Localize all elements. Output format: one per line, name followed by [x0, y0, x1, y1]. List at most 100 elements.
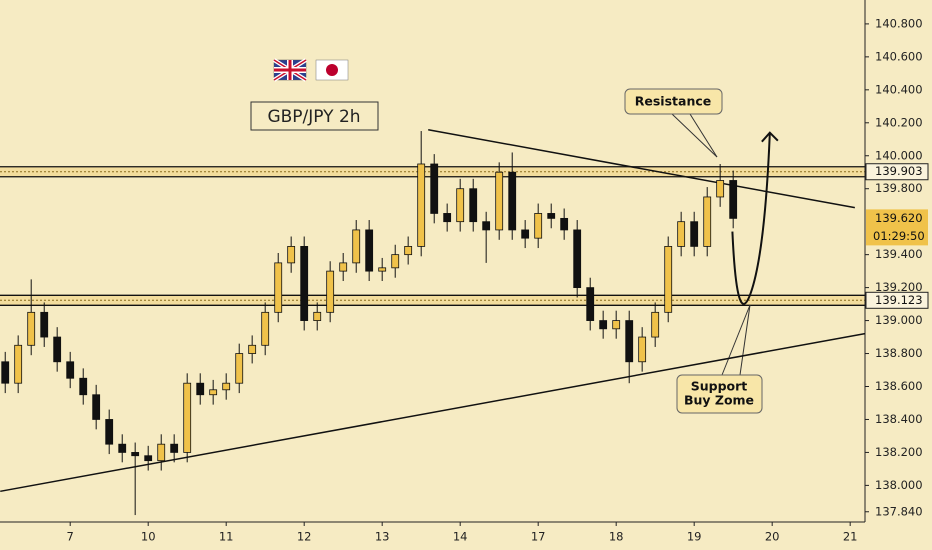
x-tick-label: 17: [531, 530, 546, 544]
candle-body: [183, 382, 192, 453]
y-tick-label: 138.800: [875, 346, 923, 360]
candle-body: [560, 217, 569, 231]
candle-body: [417, 163, 426, 247]
candle-body: [118, 443, 127, 453]
annotation: Resistance: [635, 94, 711, 109]
price-tag: [865, 291, 929, 309]
candle-body: [690, 221, 699, 247]
pointer: [739, 304, 751, 376]
price-tag-label: 139.123: [875, 293, 923, 307]
candle-body: [378, 267, 387, 272]
y-tick-label: 140.200: [875, 115, 923, 129]
trendline: [0, 332, 866, 493]
candle-body: [248, 344, 257, 354]
candle-body: [144, 455, 153, 462]
price-tag: [865, 163, 929, 181]
candle-body: [573, 229, 582, 289]
title-box: [250, 101, 379, 131]
candle-body: [729, 180, 738, 219]
candle-body: [664, 246, 673, 313]
x-tick-label: 7: [67, 530, 74, 544]
candle-body: [703, 196, 712, 247]
last-price-tag: [866, 209, 928, 246]
resistance-box: [624, 88, 723, 115]
pointer: [689, 113, 718, 158]
candle-body: [53, 336, 62, 363]
y-tick-label: 139.200: [875, 280, 923, 294]
candle-body: [27, 311, 36, 346]
candle-body: [521, 229, 530, 239]
candle-body: [157, 443, 166, 462]
y-tick-label: 138.600: [875, 379, 923, 393]
candle-body: [612, 320, 621, 330]
candle-body: [430, 163, 439, 214]
candle-body: [586, 287, 595, 321]
candle-body: [677, 221, 686, 247]
flag-uk: [272, 58, 308, 82]
y-tick-label: 140.000: [875, 148, 923, 162]
candle-body: [508, 171, 517, 231]
y-tick-label: 140.800: [875, 16, 923, 30]
pointer: [721, 304, 751, 376]
x-tick-label: 13: [375, 530, 390, 544]
candle-body: [404, 246, 413, 256]
candle-body: [261, 311, 270, 346]
candle-body: [235, 353, 244, 384]
candle-body: [638, 336, 647, 363]
support-box: [676, 374, 763, 414]
candle-body: [170, 443, 179, 453]
candle-body: [313, 311, 322, 321]
candle-body: [92, 394, 101, 420]
candle-body: [14, 344, 23, 384]
candle-body: [625, 320, 634, 363]
candle-body: [599, 320, 608, 330]
y-tick-label: 138.000: [875, 478, 923, 492]
candle-body: [40, 311, 49, 338]
arrow-head: [761, 131, 779, 143]
candle-body: [352, 229, 361, 264]
candle-body: [66, 361, 75, 379]
y-tick-label: 138.200: [875, 445, 923, 459]
y-tick-label: 140.600: [875, 49, 923, 63]
candle-body: [105, 419, 114, 445]
x-tick-label: 21: [843, 530, 858, 544]
pointer: [671, 113, 718, 158]
annotation: Buy Zome: [684, 393, 754, 408]
candle-body: [339, 262, 348, 272]
candle-body: [131, 452, 140, 457]
candle-body: [287, 246, 296, 264]
candle-body: [196, 382, 205, 396]
candle-body: [443, 213, 452, 223]
countdown-label: 01:29:50: [873, 229, 925, 243]
y-tick-label: 140.400: [875, 82, 923, 96]
candle-body: [534, 213, 543, 239]
price-tag-label: 139.903: [875, 164, 923, 178]
candle-body: [651, 311, 660, 338]
last-price-label: 139.620: [875, 211, 923, 225]
x-tick-label: 14: [453, 530, 468, 544]
x-tick-label: 12: [297, 530, 312, 544]
candle-body: [469, 188, 478, 223]
y-tick-label: 139.800: [875, 181, 923, 195]
trendline: [428, 128, 855, 209]
y-tick-label: 139.400: [875, 247, 923, 261]
x-tick-label: 10: [141, 530, 156, 544]
projection-curve: [731, 132, 771, 305]
candle-body: [222, 382, 231, 391]
chart-title: GBP/JPY 2h: [267, 107, 360, 127]
candle-body: [326, 270, 335, 313]
x-tick-label: 11: [219, 530, 234, 544]
candle-body: [482, 221, 491, 231]
candle-body: [79, 377, 88, 396]
candle-body: [274, 262, 283, 313]
candle-body: [716, 180, 725, 198]
annotation: Support: [691, 379, 748, 394]
candle-body: [547, 213, 556, 219]
y-tick-label: 138.400: [875, 412, 923, 426]
candle-body: [1, 361, 10, 384]
candle-body: [300, 246, 309, 321]
candle-body: [365, 229, 374, 272]
x-tick-label: 19: [687, 530, 702, 544]
x-tick-label: 20: [765, 530, 780, 544]
